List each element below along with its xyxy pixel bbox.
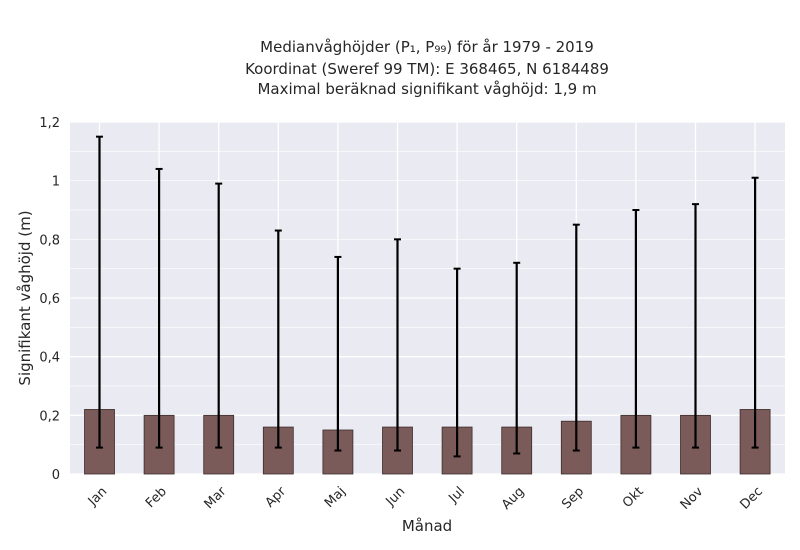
x-tick-label: Jan bbox=[85, 484, 110, 509]
x-tick-label: Aug bbox=[499, 484, 528, 513]
y-axis-label: Signifikant våghöjd (m) bbox=[16, 210, 34, 385]
x-tick-label: Dec bbox=[738, 484, 766, 512]
x-tick-label: Apr bbox=[263, 484, 290, 511]
chart-title: Medianvåghöjder (P₁, P₉₉) för år 1979 - … bbox=[245, 38, 609, 98]
y-tick-label: 1 bbox=[52, 175, 60, 190]
y-tick-labels: 0 0,2 0,4 0,6 0,8 1 1,2 bbox=[39, 116, 60, 483]
x-tick-label: Maj bbox=[322, 484, 349, 511]
error-bars bbox=[96, 135, 759, 458]
y-gridlines bbox=[70, 121, 785, 475]
x-tick-labels: Jan Feb Mar Apr Maj Jun Jul Aug Sep Okt Nov Dec bbox=[85, 484, 766, 513]
x-tick-label: Mar bbox=[202, 484, 230, 512]
x-tick-label: Sep bbox=[559, 484, 587, 512]
y-tick-label: 0 bbox=[52, 468, 60, 483]
x-tick-label: Feb bbox=[143, 484, 170, 511]
y-tick-label: 0,6 bbox=[39, 292, 60, 307]
y-tick-label: 1,2 bbox=[39, 116, 60, 131]
y-tick-label: 0,4 bbox=[39, 351, 60, 366]
y-tick-label: 0,8 bbox=[39, 233, 60, 248]
x-axis-label: Månad bbox=[402, 517, 452, 535]
x-tick-label: Jun bbox=[383, 484, 409, 510]
x-tick-label: Nov bbox=[678, 484, 707, 513]
title-line-1: Medianvåghöjder (P₁, P₉₉) för år 1979 - … bbox=[260, 38, 594, 56]
title-line-2: Koordinat (Sweref 99 TM): E 368465, N 61… bbox=[245, 60, 609, 78]
y-tick-label: 0,2 bbox=[39, 409, 60, 424]
x-tick-label: Okt bbox=[620, 484, 647, 511]
x-tick-label: Jul bbox=[446, 484, 468, 506]
title-line-3: Maximal beräknad signifikant våghöjd: 1,… bbox=[257, 80, 596, 98]
